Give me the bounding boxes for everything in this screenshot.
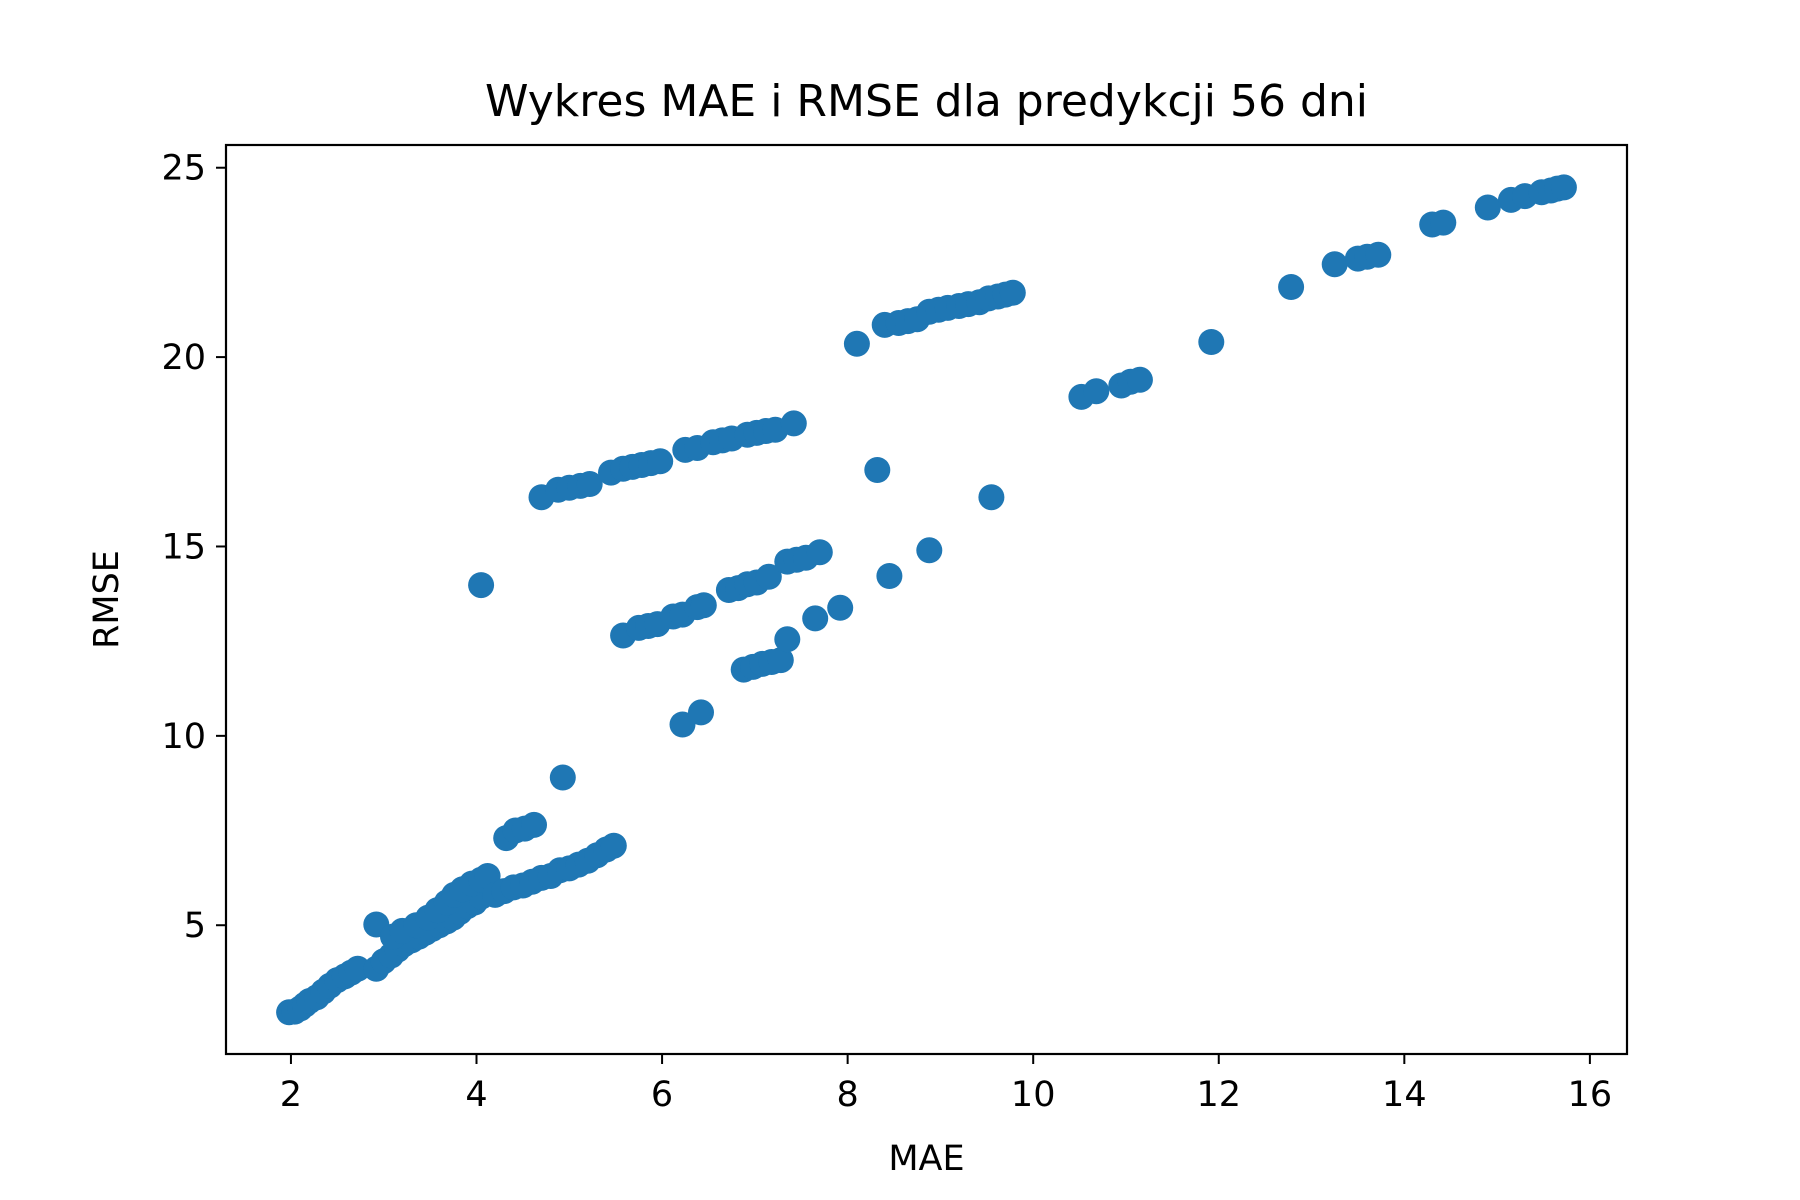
y-axis: 5 10 15 20 25	[161, 149, 226, 946]
data-point	[806, 539, 833, 566]
y-tick-label: 20	[161, 338, 206, 378]
data-point	[978, 484, 1005, 511]
data-point	[1321, 251, 1348, 278]
data-point	[600, 832, 627, 859]
data-point	[669, 711, 696, 738]
y-tick-label: 15	[161, 527, 206, 567]
data-point	[780, 410, 807, 437]
y-tick-label: 5	[184, 906, 206, 946]
data-point	[647, 448, 674, 475]
x-tick-label: 8	[836, 1075, 858, 1115]
data-point	[864, 457, 891, 483]
data-point	[999, 279, 1026, 306]
y-tick-label: 10	[161, 717, 206, 757]
data-point	[1474, 194, 1501, 221]
x-tick-label: 10	[1011, 1075, 1056, 1115]
data-point	[827, 594, 854, 621]
x-tick-label: 6	[651, 1075, 673, 1115]
x-tick-label: 4	[465, 1075, 487, 1115]
x-axis-label: MAE	[888, 1139, 964, 1179]
y-axis-label: RMSE	[87, 550, 127, 649]
data-point	[1365, 241, 1392, 268]
data-point	[802, 605, 829, 632]
plot-frame	[224, 143, 1629, 1056]
data-point	[774, 626, 801, 653]
data-point	[767, 647, 794, 674]
x-tick-label: 14	[1382, 1075, 1427, 1115]
y-tick-label: 25	[161, 149, 206, 189]
data-point	[688, 699, 714, 726]
data-point	[916, 537, 943, 564]
data-point	[1550, 174, 1577, 201]
points-layer	[276, 174, 1577, 1026]
x-axis: 2 4 6 8 10 12 14 16	[280, 1054, 1612, 1115]
chart-title: Wykres MAE i RMSE dla predykcji 56 dni	[485, 76, 1368, 127]
x-tick-label: 2	[280, 1075, 302, 1115]
data-point	[1083, 378, 1110, 405]
data-point	[876, 563, 903, 589]
data-point	[521, 811, 547, 838]
data-point	[344, 955, 371, 982]
data-point	[1126, 366, 1153, 393]
x-tick-label: 16	[1568, 1075, 1613, 1115]
data-point	[1198, 329, 1225, 355]
x-tick-label: 12	[1196, 1075, 1241, 1115]
data-point	[1278, 274, 1305, 300]
data-point	[1430, 209, 1457, 236]
data-point	[843, 330, 870, 357]
data-point	[468, 572, 495, 599]
data-point	[549, 764, 576, 791]
data-point	[576, 471, 603, 497]
data-point	[690, 592, 717, 619]
data-point	[755, 563, 782, 590]
